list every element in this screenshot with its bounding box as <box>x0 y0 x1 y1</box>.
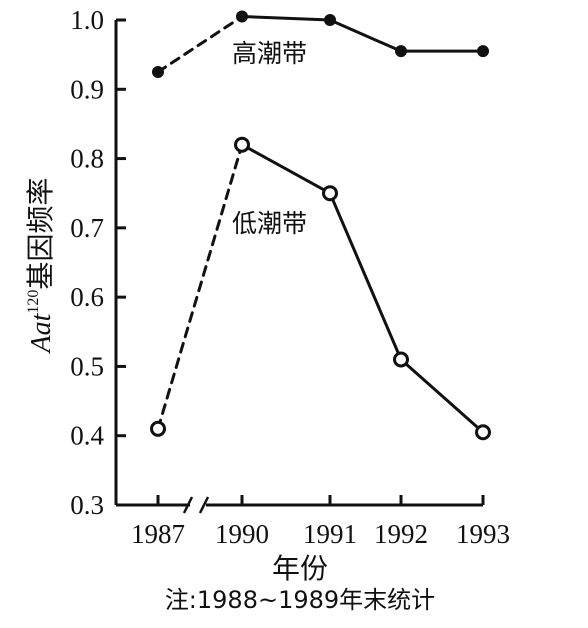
x-tick-label: 1987 <box>131 519 185 549</box>
y-tick-label: 1.0 <box>70 5 104 35</box>
x-tick-label: 1992 <box>374 519 428 549</box>
axes <box>114 20 483 514</box>
x-axis-label: 年份 <box>272 552 328 585</box>
x-tick-label: 1990 <box>215 519 269 549</box>
svg-text:Aat120基因频率: Aat120基因频率 <box>24 178 57 355</box>
y-tick-label: 0.7 <box>70 213 104 243</box>
series-segment <box>240 15 332 22</box>
y-tick-label: 0.8 <box>70 144 104 174</box>
y-axis-label: Aat120基因频率 <box>24 178 57 355</box>
data-point-open <box>393 351 409 368</box>
y-tick-label: 0.5 <box>70 351 104 381</box>
series-segment-dashed <box>156 15 244 74</box>
y-axis-label-superscript: 120 <box>25 290 42 314</box>
y-tick-label: 0.6 <box>70 282 104 312</box>
series-segment <box>399 358 485 434</box>
y-axis-label-text: 基因频率 <box>24 178 57 290</box>
data-point-open <box>322 185 338 202</box>
series-segment <box>240 143 332 195</box>
series-segment <box>328 18 403 53</box>
data-point-filled <box>395 45 407 58</box>
y-tick-label: 0.3 <box>70 490 104 520</box>
data-point-open <box>475 424 491 441</box>
series-markers <box>150 10 491 441</box>
series-segment <box>328 191 403 361</box>
x-tick-label: 1993 <box>456 519 510 549</box>
axis-break-mark <box>182 496 194 514</box>
data-point-open <box>234 136 250 153</box>
y-tick-label: 0.4 <box>70 421 104 451</box>
y-tick-label: 0.9 <box>70 74 104 104</box>
series-segment-dashed <box>156 143 244 431</box>
data-point-filled <box>152 65 164 78</box>
x-axis-ticks: 1987 1990 1991 1992 1993 <box>131 495 510 549</box>
axis-break-mark <box>198 496 210 514</box>
y-axis-label-italic: Aat <box>26 312 57 354</box>
series-label-high-tide: 高潮带 <box>232 39 307 68</box>
series-lines <box>156 15 485 434</box>
data-point-filled <box>477 45 489 58</box>
x-tick-label: 1991 <box>303 519 357 549</box>
y-axis-ticks: 0.3 0.4 0.5 0.6 0.7 0.8 0.9 1.0 <box>70 5 126 520</box>
data-point-open <box>150 420 166 437</box>
data-point-filled <box>236 10 248 23</box>
footnote: 注:1988~1989年末统计 <box>165 586 435 614</box>
series-label-low-tide: 低潮带 <box>232 209 307 238</box>
data-point-filled <box>324 14 336 26</box>
